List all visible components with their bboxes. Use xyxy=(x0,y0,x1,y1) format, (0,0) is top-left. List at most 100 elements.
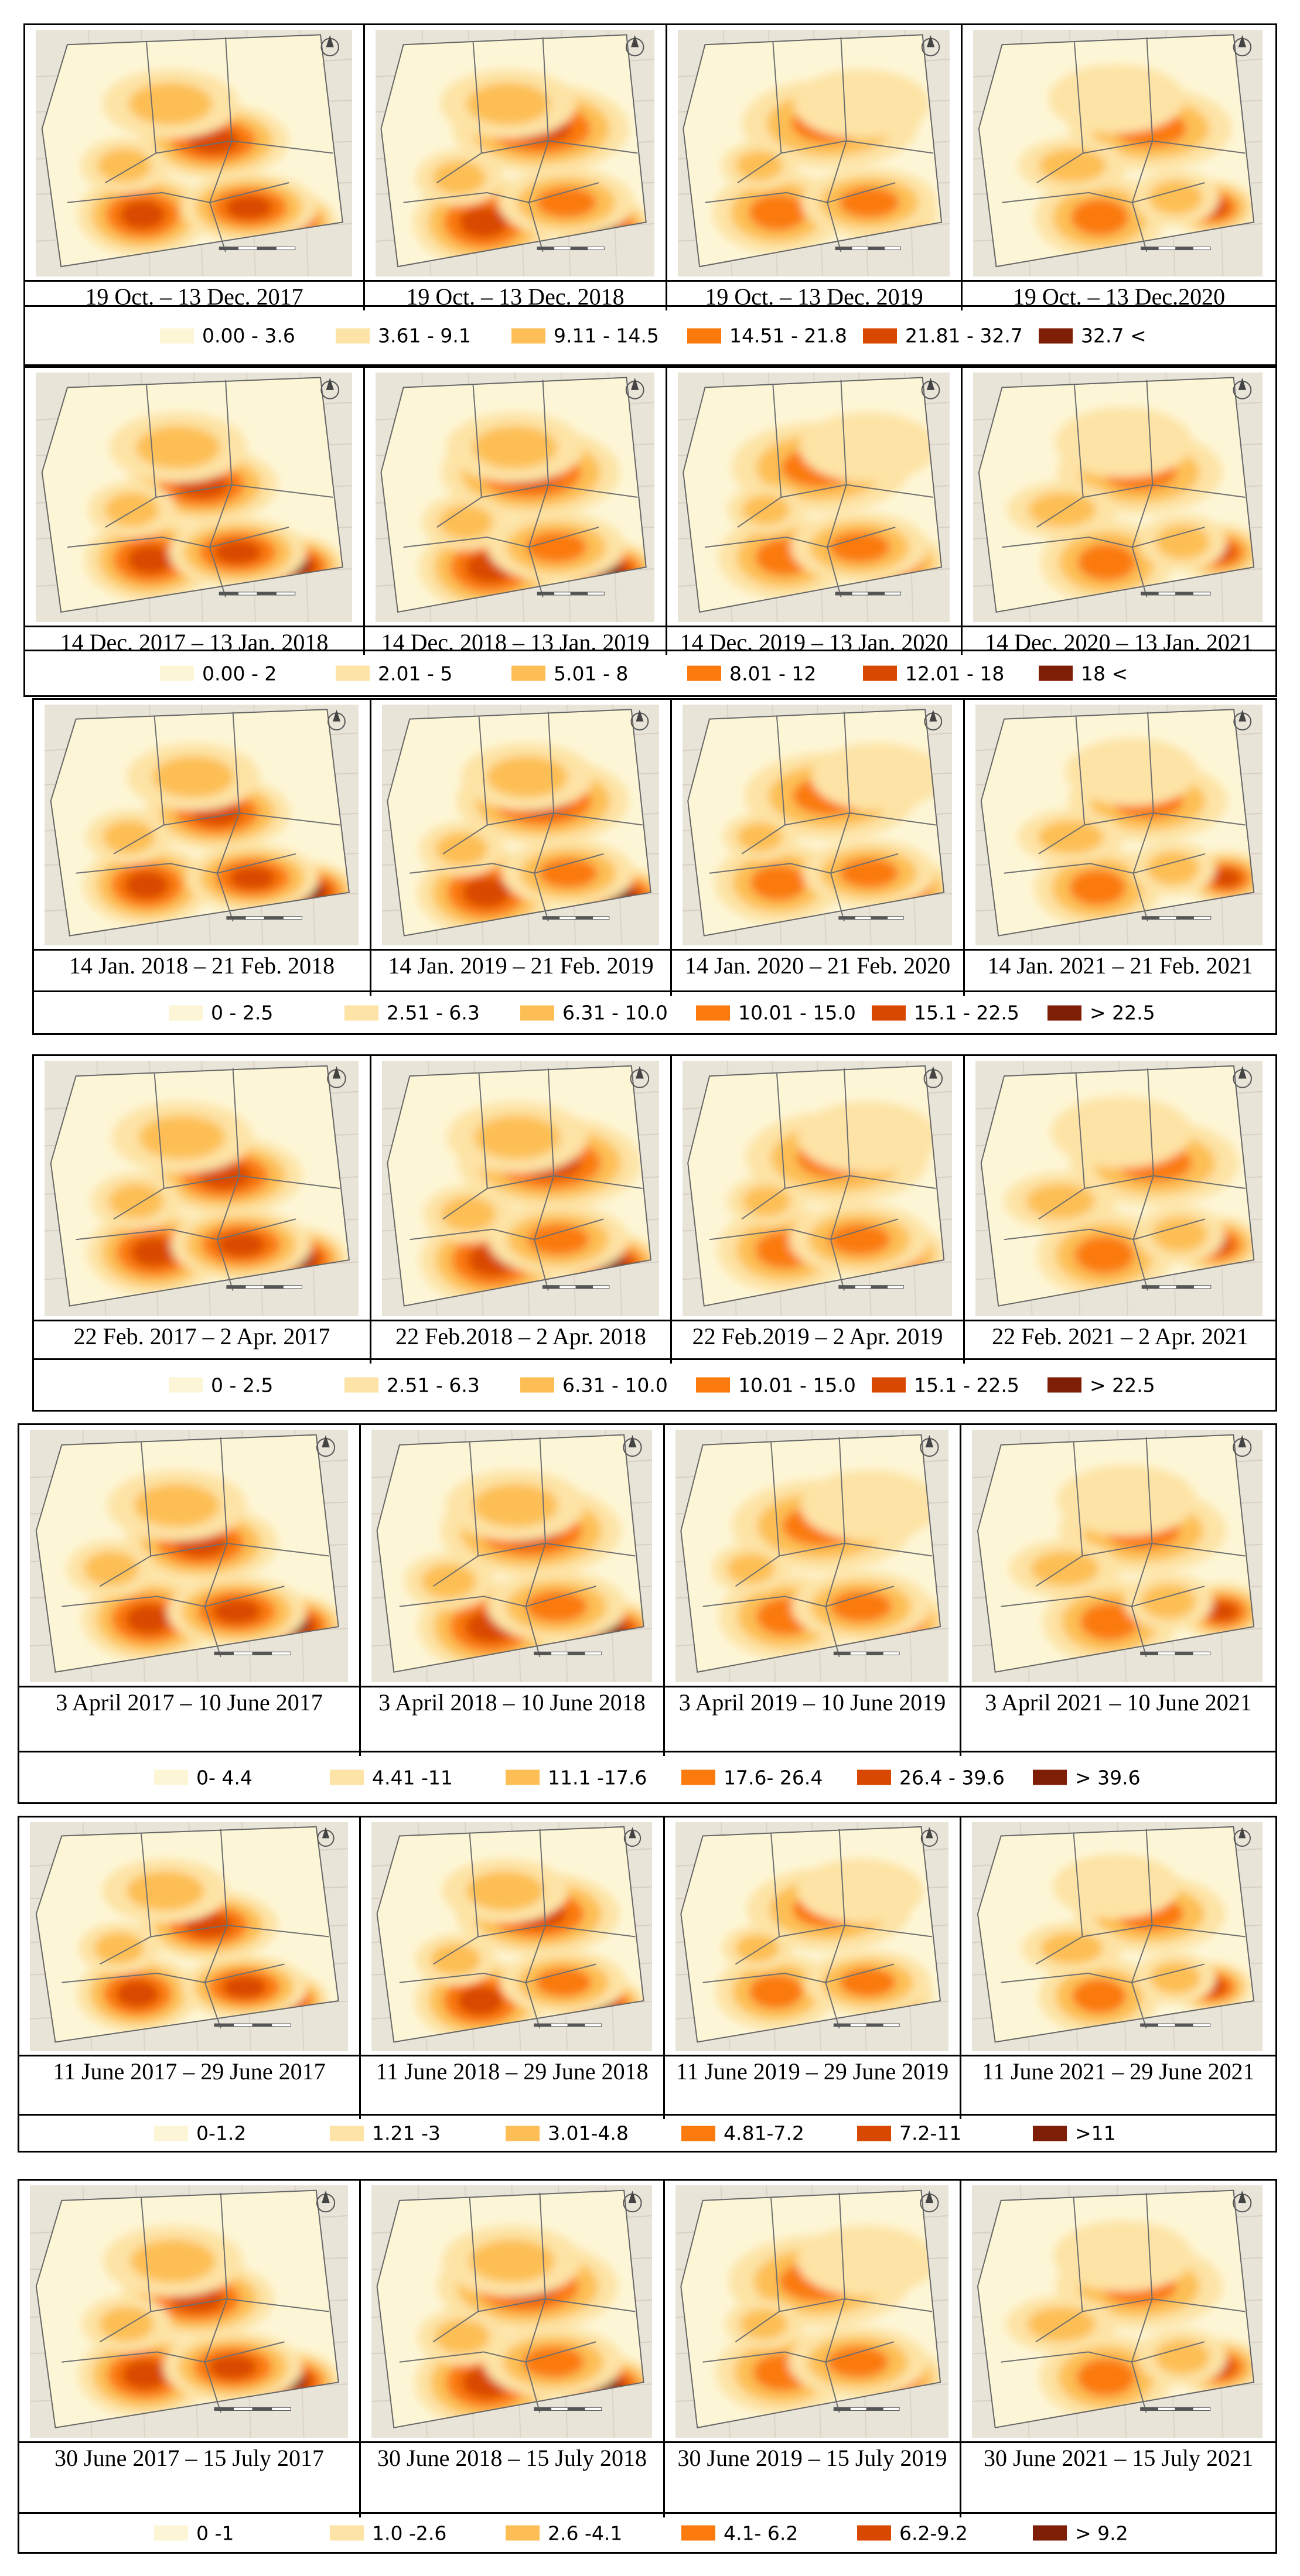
district-boundary xyxy=(825,1829,845,2029)
legend: 0 - 2.5 2.51 - 6.3 6.31 - 10.0 10.01 - 15.0… xyxy=(34,990,1275,1033)
legend-swatch xyxy=(687,328,721,343)
study-area-outline xyxy=(35,2189,339,2428)
legend-label: 15.1 - 22.5 xyxy=(914,1001,1019,1024)
district-boundary xyxy=(779,1924,933,1938)
legend-label: 17.6- 26.4 xyxy=(724,1766,823,1789)
heat-blob xyxy=(797,1858,923,1924)
map-cell: 30 June 2019 – 15 July 2019 xyxy=(665,2181,961,2517)
scale-bar xyxy=(1140,2023,1211,2027)
legend-item: > 22.5 xyxy=(1047,1374,1155,1396)
north-arrow-icon xyxy=(1233,1435,1252,1457)
map-cell: 19 Oct. – 13 Dec. 2019 xyxy=(667,25,963,310)
district-boundary xyxy=(62,1586,285,1607)
legend-item: 0-1.2 xyxy=(154,2122,246,2145)
heat-blob xyxy=(457,1986,503,2015)
period-caption: 30 June 2021 – 15 July 2021 xyxy=(961,2441,1275,2520)
study-area-outline xyxy=(680,2189,941,2428)
district-boundary xyxy=(779,2298,933,2312)
period-caption: 30 June 2018 – 15 July 2018 xyxy=(361,2441,663,2520)
time-period-panel: 11 June 2017 – 29 June 2017 11 June 2018 … xyxy=(18,1816,1277,2153)
district-boundary xyxy=(709,1218,899,1241)
legend-label: > 22.5 xyxy=(1090,1374,1155,1396)
legend-label: > 39.6 xyxy=(1075,1766,1141,1789)
time-period-panel: 14 Jan. 2018 – 21 Feb. 2018 14 Jan. 2019 … xyxy=(32,698,1277,1035)
scale-bar xyxy=(219,592,296,596)
heat-layer xyxy=(404,1470,644,1672)
district-boundary xyxy=(67,527,289,548)
study-area-outline xyxy=(50,709,350,937)
study-area-outline xyxy=(683,34,943,268)
heatmap-map xyxy=(371,1822,652,2051)
legend-label: 4.41 -11 xyxy=(372,1766,453,1789)
heatmap-svg xyxy=(973,30,1263,276)
district-boundary xyxy=(399,1963,596,1983)
heatmap-map xyxy=(382,1061,659,1316)
north-arrow-icon xyxy=(623,1827,642,1847)
scale-bar xyxy=(1141,916,1212,920)
study-area-outline xyxy=(683,377,943,613)
heat-blob xyxy=(466,1871,544,1911)
heat-blob xyxy=(827,2346,889,2378)
study-area-outline xyxy=(35,1826,339,2043)
heat-blob xyxy=(435,832,488,866)
legend-item: 18 < xyxy=(1039,662,1128,685)
heat-blob xyxy=(1027,2307,1096,2342)
study-area-outline xyxy=(978,34,1255,268)
heatmap-map xyxy=(30,2185,348,2438)
district-boundary xyxy=(737,42,782,183)
legend-swatch xyxy=(863,665,897,681)
legend-label: 0-1.2 xyxy=(196,2121,247,2145)
map-cell: 3 April 2019 – 10 June 2019 xyxy=(665,1425,961,1756)
legend-swatch xyxy=(1033,2126,1067,2141)
north-arrow-icon xyxy=(1233,35,1252,57)
scale-bar xyxy=(833,1651,900,1655)
heat-blob xyxy=(1053,1854,1179,1919)
heat-blob xyxy=(799,412,937,483)
heatmap-svg xyxy=(376,30,654,276)
district-boundary xyxy=(1036,42,1084,183)
legend-swatch xyxy=(863,328,897,343)
heat-blob xyxy=(742,494,790,525)
heatmap-svg xyxy=(376,373,654,622)
heat-blob xyxy=(740,2309,788,2340)
legend-item: 15.1 - 22.5 xyxy=(872,1374,1019,1396)
legend-swatch xyxy=(1039,665,1073,681)
period-caption: 22 Feb.2018 – 2 Apr. 2018 xyxy=(371,1320,670,1366)
district-boundary xyxy=(1084,1175,1246,1189)
scale-bar xyxy=(534,1651,602,1655)
heat-blob xyxy=(125,1604,172,1634)
legend-label: 0.00 - 2 xyxy=(202,662,277,685)
scale-bar xyxy=(214,2407,291,2411)
heat-blob xyxy=(466,83,550,125)
district-boundary xyxy=(403,527,599,548)
heatmap-svg xyxy=(972,2185,1263,2438)
heat-blob xyxy=(1039,148,1106,183)
legend-item: > 9.2 xyxy=(1033,2522,1128,2544)
district-boundary xyxy=(216,712,240,922)
study-area-outline xyxy=(977,1434,1255,1673)
heat-blob xyxy=(459,206,509,238)
legend-swatch xyxy=(344,1377,378,1393)
district-boundary xyxy=(534,712,555,922)
heatmap-svg xyxy=(973,373,1263,622)
legend-item: 2.51 - 6.3 xyxy=(344,1374,480,1396)
legend-swatch xyxy=(687,665,721,681)
heat-blob xyxy=(130,2239,216,2283)
heat-layer xyxy=(1004,1096,1254,1298)
legend-label: 9.11 - 14.5 xyxy=(554,324,659,347)
district-boundary xyxy=(481,484,638,498)
district-boundary xyxy=(1036,385,1084,528)
study-area-outline xyxy=(387,1065,651,1307)
heat-layer xyxy=(415,1858,644,2042)
legend-swatch xyxy=(857,2525,891,2541)
heat-blob xyxy=(97,148,151,183)
district-boundary xyxy=(709,853,899,874)
district-boundary xyxy=(528,37,550,252)
scale-bar xyxy=(542,916,610,920)
heat-blob xyxy=(1155,525,1210,560)
heat-blob xyxy=(472,426,558,469)
heatmap-map xyxy=(36,30,352,276)
study-area-outline xyxy=(687,709,945,937)
legend-swatch xyxy=(1033,1769,1067,1785)
district-boundary xyxy=(204,1437,228,1658)
